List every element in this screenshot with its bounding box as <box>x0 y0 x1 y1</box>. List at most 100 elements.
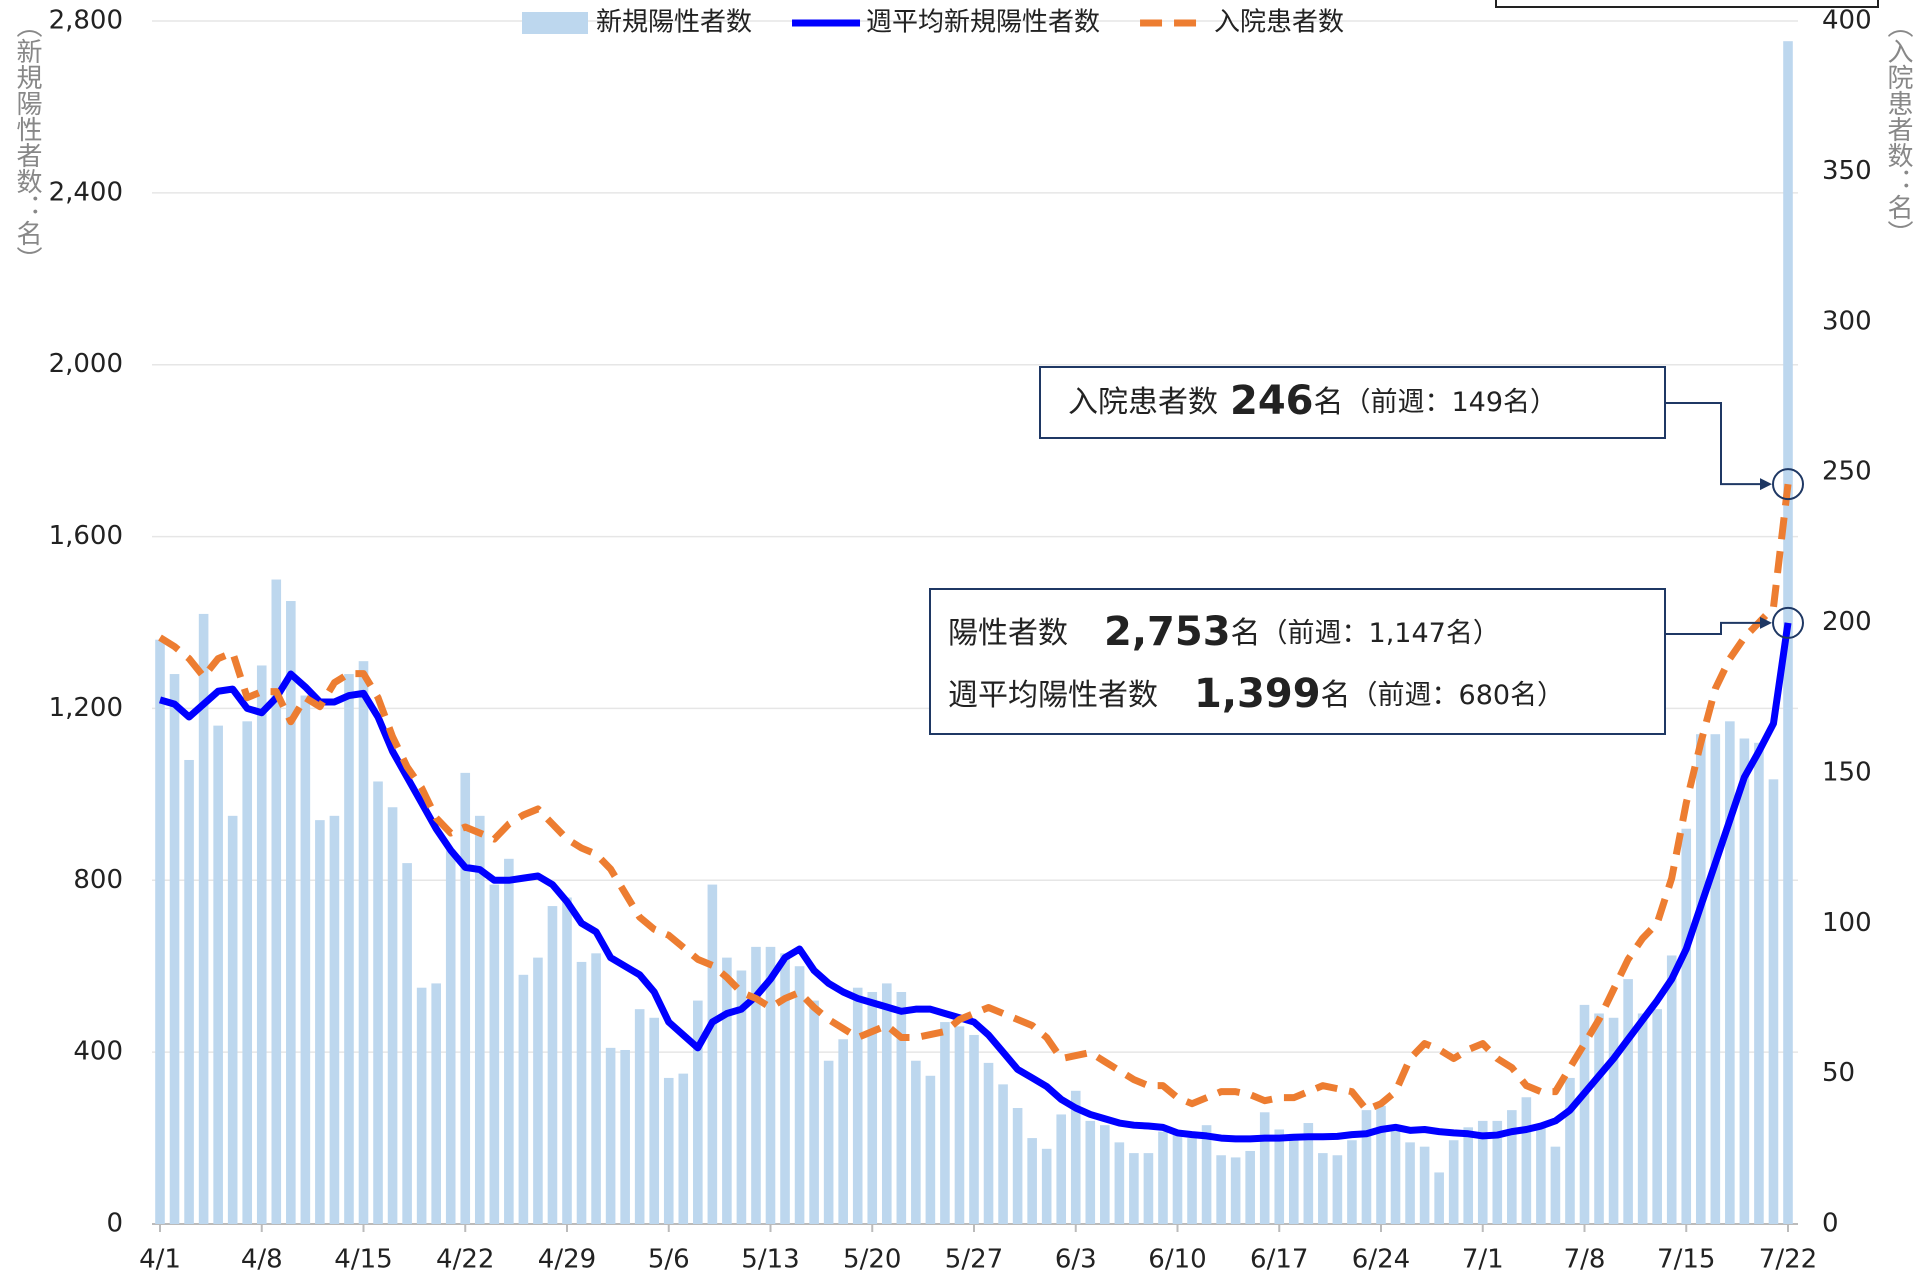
bar <box>445 850 456 1224</box>
bar <box>1565 1077 1575 1224</box>
legend-label: 新規陽性者数 <box>596 8 752 38</box>
bar <box>1303 1123 1314 1224</box>
bar <box>925 1075 936 1224</box>
bar <box>1652 1009 1662 1224</box>
callout-box <box>929 588 1666 735</box>
callout-prev: （前週：149名） <box>1344 387 1558 418</box>
y-tick-label: 0 <box>106 1209 123 1239</box>
bar <box>1507 1110 1517 1224</box>
bar <box>852 987 863 1224</box>
x-tick-label: 6/24 <box>1352 1245 1410 1275</box>
bar <box>707 884 718 1224</box>
arrowhead <box>1760 478 1772 491</box>
x-tick-label: 4/29 <box>538 1245 596 1275</box>
x-tick-label: 7/8 <box>1564 1245 1606 1275</box>
bar <box>881 983 892 1224</box>
bar <box>867 991 878 1224</box>
bar <box>242 721 253 1224</box>
x-tick-label: 5/13 <box>741 1245 799 1275</box>
callout-unit: 名 <box>1321 678 1351 713</box>
bar <box>1012 1107 1023 1224</box>
x-tick-label: 7/22 <box>1759 1245 1817 1275</box>
y-tick-label: 800 <box>73 865 123 895</box>
y-tick-label: 2,800 <box>49 6 123 36</box>
bar <box>431 983 441 1224</box>
x-tick-label: 4/8 <box>241 1245 283 1275</box>
bar <box>1608 1017 1619 1224</box>
bar <box>1245 1150 1255 1224</box>
y-tick-label: 2,000 <box>49 349 123 379</box>
arrowhead <box>1760 616 1772 629</box>
bar <box>329 815 340 1224</box>
callout-label: 陽性者数 <box>948 616 1068 651</box>
bar <box>1739 738 1750 1224</box>
legend-label: 入院患者数 <box>1214 8 1344 38</box>
bar <box>838 1039 848 1224</box>
bar <box>1405 1142 1415 1224</box>
bar <box>562 897 572 1224</box>
line-series <box>159 622 1792 1143</box>
y2-tick-label: 150 <box>1822 757 1872 787</box>
y-tick-label: 2,400 <box>49 177 123 207</box>
y2-axis-title: （入院患者数：名） <box>1883 12 1913 246</box>
bar <box>300 695 311 1224</box>
bar <box>1085 1120 1096 1224</box>
positive-callout: 陽性者数 2,753名（前週：1,147名） 週平均陽性者数 1,399名（前週：6… <box>929 588 1666 735</box>
bar <box>169 674 180 1224</box>
bar <box>198 613 209 1224</box>
cropped-box <box>1495 0 1879 8</box>
x-tick-label: 5/6 <box>648 1245 690 1275</box>
bar <box>1448 1140 1459 1224</box>
bar <box>1347 1140 1357 1224</box>
bar <box>1594 1013 1604 1224</box>
bar <box>373 781 383 1224</box>
callout-value: 2,753 <box>1104 609 1231 655</box>
bar <box>969 1034 979 1224</box>
callout-text: 入院患者数 246名（前週：149名） <box>1068 378 1557 424</box>
bar <box>286 601 296 1224</box>
bar <box>474 815 485 1224</box>
legend-swatch <box>522 12 588 34</box>
bar <box>402 863 412 1224</box>
bar <box>1041 1148 1052 1224</box>
bar <box>1187 1138 1197 1224</box>
y2-tick-label: 250 <box>1822 457 1872 487</box>
x-tick-label: 4/22 <box>436 1245 494 1275</box>
bar <box>722 957 732 1224</box>
y2-tick-label: 300 <box>1822 306 1872 336</box>
bar <box>663 1077 674 1224</box>
bar <box>620 1049 630 1224</box>
callout-label: 入院患者数 <box>1068 385 1218 420</box>
bar <box>1419 1146 1430 1224</box>
y2-tick-label: 0 <box>1822 1209 1839 1239</box>
bar <box>954 1026 965 1224</box>
y-tick-label: 1,200 <box>49 693 123 723</box>
callout-unit: 名 <box>1231 616 1261 651</box>
bar <box>1100 1125 1110 1224</box>
bar <box>576 961 587 1224</box>
bar <box>591 953 601 1224</box>
highlight-circle <box>1772 468 1804 501</box>
x-tick-label: 7/1 <box>1462 1245 1504 1275</box>
y2-tick-label: 50 <box>1822 1058 1855 1088</box>
bar <box>184 759 194 1224</box>
bar <box>780 953 790 1224</box>
bar <box>1216 1155 1226 1224</box>
bar <box>1027 1138 1037 1224</box>
bar <box>809 1000 819 1224</box>
bar <box>1695 734 1706 1224</box>
bar <box>1318 1153 1328 1224</box>
bar <box>213 725 223 1224</box>
callout-prev: （前週：680名） <box>1351 680 1565 711</box>
bar <box>1274 1129 1285 1224</box>
callout-value: 1,399 <box>1194 671 1321 717</box>
bar <box>533 957 543 1224</box>
x-tick-label: 4/15 <box>334 1245 392 1275</box>
bar <box>998 1084 1008 1224</box>
bar <box>940 1022 950 1224</box>
hospital-callout: 入院患者数 246名（前週：149名） <box>1039 366 1666 439</box>
callout-text: 週平均陽性者数 1,399名（前週：680名） <box>948 671 1564 717</box>
y-tick-label: 1,600 <box>49 521 123 551</box>
bar <box>1550 1146 1561 1224</box>
